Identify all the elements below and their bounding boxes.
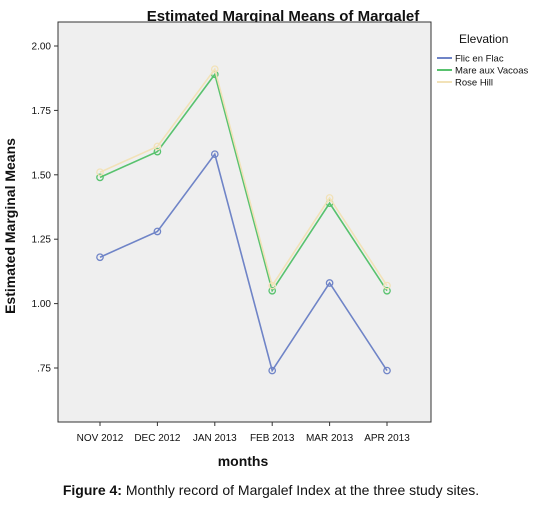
y-tick-label: 1.25	[32, 235, 52, 246]
legend-label: Rose Hill	[455, 78, 493, 89]
data-point	[325, 279, 334, 287]
y-axis: .75 1.00 1.25 1.50 1.75 2.00	[32, 42, 58, 375]
y-tick-label: 1.75	[32, 106, 52, 117]
legend-label: Flic en Flac	[455, 54, 504, 65]
line-chart: Estimated Marginal Means of Margalef .75…	[2, 8, 528, 469]
legend-label: Mare aux Vacoas	[455, 66, 528, 77]
data-point	[210, 65, 219, 74]
x-tick-label: MAR 2013	[306, 433, 354, 444]
data-point	[268, 366, 277, 375]
chart-title: Estimated Marginal Means of Margalef	[147, 8, 421, 25]
data-point	[268, 281, 277, 290]
x-tick-label: APR 2013	[364, 433, 410, 444]
data-point	[383, 366, 391, 375]
x-axis-label: months	[218, 453, 269, 469]
data-point	[153, 142, 162, 151]
y-tick-label: 2.00	[32, 42, 52, 53]
x-tick-label: DEC 2012	[134, 433, 181, 444]
caption-text: Monthly record of Margalef Index at the …	[121, 482, 480, 498]
y-tick-label: 1.00	[32, 299, 52, 310]
data-point	[325, 194, 334, 202]
y-tick-label: 1.50	[32, 170, 52, 181]
series-layer	[96, 65, 391, 375]
x-tick-label: JAN 2013	[193, 433, 237, 444]
series-line	[99, 72, 388, 293]
series-rose-hill	[96, 65, 391, 290]
series-line	[99, 152, 388, 373]
data-point	[383, 281, 391, 290]
data-point	[268, 286, 277, 295]
plot-area	[57, 21, 432, 423]
x-axis: NOV 2012 DEC 2012 JAN 2013 FEB 2013 MAR 2013…	[77, 422, 410, 444]
data-point	[153, 147, 162, 156]
data-point	[153, 227, 162, 236]
data-point	[96, 253, 104, 262]
x-tick-label: NOV 2012	[77, 433, 124, 444]
x-tick-label: FEB 2013	[250, 433, 295, 444]
series-flic-en-flac	[96, 150, 391, 375]
data-point	[96, 168, 104, 177]
y-axis-label: Estimated Marginal Means	[2, 138, 18, 314]
y-tick-label: .75	[37, 364, 51, 375]
series-line	[99, 67, 388, 288]
data-point	[96, 173, 104, 182]
data-point	[383, 286, 391, 295]
legend-title: Elevation	[459, 32, 508, 46]
figure-caption: Figure 4: Monthly record of Margalef Ind…	[0, 482, 542, 498]
caption-label: Figure 4:	[62, 482, 122, 498]
data-point	[210, 150, 219, 159]
